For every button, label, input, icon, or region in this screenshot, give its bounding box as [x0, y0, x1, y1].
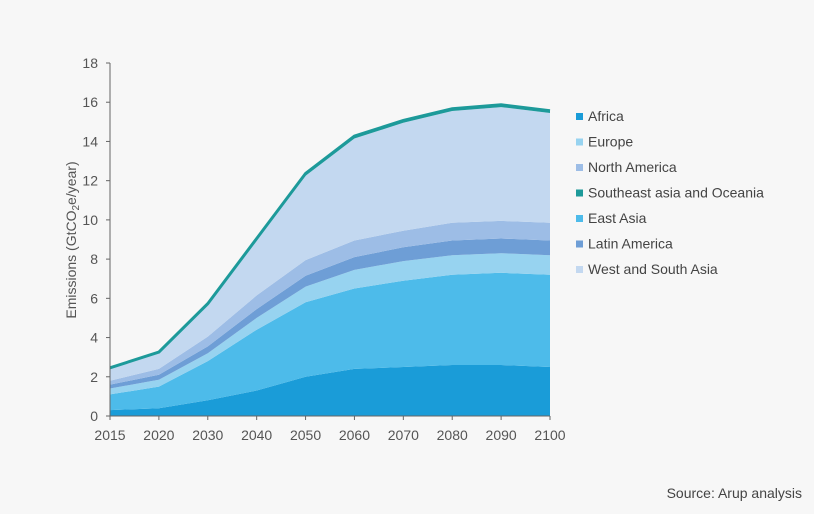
area-layers [109, 103, 551, 416]
y-axis-title: Emissions (GtCO2e/year) [63, 161, 82, 318]
x-tick-label: 2060 [339, 427, 370, 443]
area-europe [110, 253, 550, 395]
x-tick-label: 2030 [192, 427, 223, 443]
y-tick-label: 12 [82, 173, 98, 189]
x-tick-label: 2070 [388, 427, 419, 443]
x-tick-label: 2090 [486, 427, 517, 443]
y-tick-label: 2 [90, 369, 98, 385]
y-tick-label: 16 [82, 94, 98, 110]
legend-label-latin-america: Latin America [588, 236, 673, 252]
y-tick-label: 18 [82, 55, 98, 71]
y-tick-label: 4 [90, 330, 98, 346]
x-tick-label: 2100 [534, 427, 565, 443]
y-tick-label: 10 [82, 212, 98, 228]
axes: 0 2 4 6 8 10 12 14 16 18 2015 2020 2030 2040 2050 2060 2… [82, 55, 565, 443]
area-north-america [110, 220, 550, 385]
legend-swatch-southeast-asia-and-oceania [576, 189, 583, 197]
area-africa [110, 365, 550, 416]
x-tick-label: 2080 [437, 427, 468, 443]
x-tick-label: 2015 [94, 427, 125, 443]
y-tick-label: 14 [82, 133, 98, 149]
legend-label-west-and-south-asia: West and South Asia [588, 261, 718, 277]
legend-swatch-north-america [576, 164, 583, 171]
legend-swatch-africa [576, 113, 583, 120]
area-latin-america [110, 238, 550, 389]
x-tick-label: 2050 [290, 427, 321, 443]
legend-swatch-east-asia [576, 215, 583, 222]
legend-label-europe: Europe [588, 134, 633, 150]
legend-swatch-west-and-south-asia [576, 266, 583, 273]
x-tick-label: 2020 [143, 427, 174, 443]
legend-label-east-asia: East Asia [588, 210, 647, 226]
legend-swatch-europe [576, 138, 583, 146]
legend-label-southeast-asia-and-oceania: Southeast asia and Oceania [588, 185, 764, 201]
legend-swatch-latin-america [576, 240, 583, 248]
area-west-and-south-asia [110, 107, 550, 381]
x-tick-label: 2040 [241, 427, 272, 443]
line-southeast-asia-and-oceania [109, 103, 551, 370]
y-tick-label: 0 [90, 408, 98, 424]
legend: Africa Europe North America Southeast asia … [576, 108, 764, 277]
legend-label-north-america: North America [588, 159, 677, 175]
y-tick-label: 8 [90, 251, 98, 267]
source-note: Source: Arup analysis [666, 485, 802, 501]
legend-label-africa: Africa [588, 108, 624, 124]
y-tick-label: 6 [90, 290, 98, 306]
area-east-asia [110, 272, 550, 411]
